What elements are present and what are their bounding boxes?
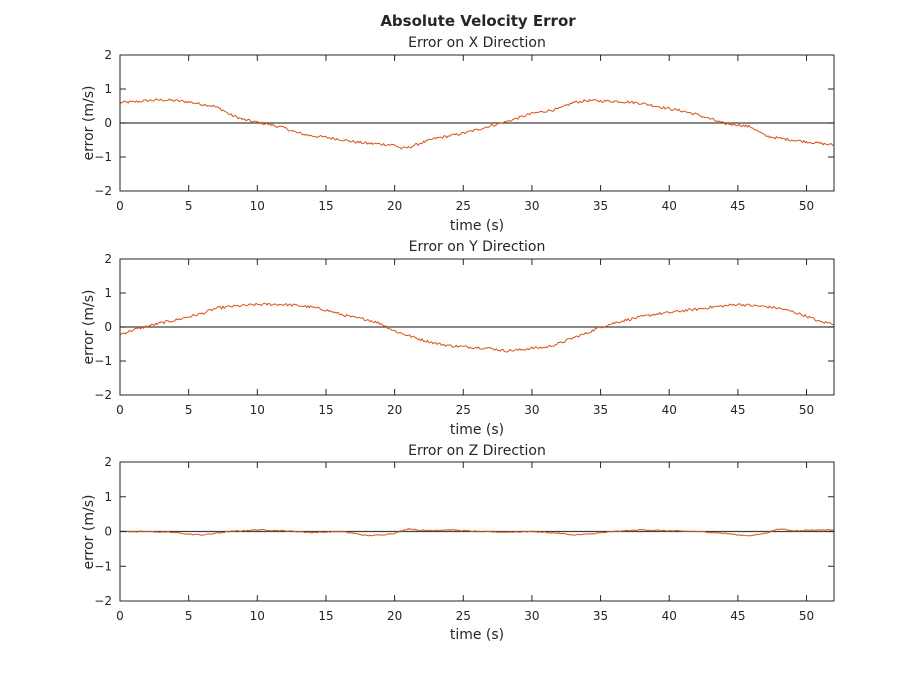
y-tick-label: −1 [94, 354, 112, 368]
x-tick-label: 25 [456, 609, 471, 623]
x-tick-label: 50 [799, 403, 814, 417]
x-tick-label: 40 [662, 199, 677, 213]
y-tick-label: 1 [104, 490, 112, 504]
y-axis-label: error (m/s) [81, 290, 97, 365]
x-tick-label: 20 [387, 199, 402, 213]
x-tick-label: 5 [185, 609, 193, 623]
x-tick-label: 0 [116, 609, 124, 623]
y-tick-label: 0 [104, 116, 112, 130]
x-tick-label: 10 [250, 199, 265, 213]
x-tick-label: 20 [387, 403, 402, 417]
x-tick-label: 5 [185, 199, 193, 213]
subplot-title: Error on X Direction [408, 35, 546, 51]
series-line [119, 98, 835, 150]
x-tick-label: 50 [799, 199, 814, 213]
x-tick-label: 50 [799, 609, 814, 623]
y-tick-label: −1 [94, 559, 112, 573]
y-tick-label: 0 [104, 320, 112, 334]
y-tick-label: 2 [104, 455, 112, 469]
x-tick-label: 10 [250, 403, 265, 417]
y-tick-label: −2 [94, 594, 112, 608]
x-tick-label: 35 [593, 609, 608, 623]
x-tick-label: 25 [456, 199, 471, 213]
y-tick-label: −1 [94, 150, 112, 164]
x-tick-label: 15 [318, 403, 333, 417]
x-tick-label: 45 [730, 609, 745, 623]
y-tick-label: 2 [104, 252, 112, 266]
x-tick-label: 15 [318, 199, 333, 213]
x-tick-label: 40 [662, 403, 677, 417]
series-line [119, 528, 835, 537]
y-tick-label: −2 [94, 388, 112, 402]
figure-title: Absolute Velocity Error [380, 12, 576, 30]
y-axis-label: error (m/s) [81, 495, 97, 570]
x-tick-label: 35 [593, 199, 608, 213]
x-tick-label: 25 [456, 403, 471, 417]
x-tick-label: 30 [524, 199, 539, 213]
x-tick-label: 0 [116, 199, 124, 213]
x-tick-label: 15 [318, 609, 333, 623]
subplot-y-direction: Error on Y Direction time (s) error (m/s… [81, 239, 835, 438]
x-tick-label: 45 [730, 199, 745, 213]
y-tick-label: 1 [104, 286, 112, 300]
subplot-x-direction: Error on X Direction time (s) error (m/s… [81, 35, 835, 234]
x-axis-label: time (s) [450, 627, 504, 643]
x-tick-label: 5 [185, 403, 193, 417]
series-line [119, 302, 835, 353]
x-tick-label: 40 [662, 609, 677, 623]
x-axis-label: time (s) [450, 218, 504, 234]
x-tick-label: 45 [730, 403, 745, 417]
x-tick-label: 20 [387, 609, 402, 623]
y-tick-label: 0 [104, 525, 112, 539]
x-tick-label: 35 [593, 403, 608, 417]
subplot-title: Error on Z Direction [408, 443, 546, 459]
x-tick-label: 30 [524, 609, 539, 623]
x-axis-label: time (s) [450, 422, 504, 438]
x-tick-label: 10 [250, 609, 265, 623]
x-tick-label: 0 [116, 403, 124, 417]
y-tick-label: 1 [104, 82, 112, 96]
y-tick-label: −2 [94, 184, 112, 198]
y-tick-label: 2 [104, 48, 112, 62]
subplot-title: Error on Y Direction [409, 239, 546, 255]
subplot-z-direction: Error on Z Direction time (s) error (m/s… [81, 443, 835, 643]
y-axis-label: error (m/s) [81, 86, 97, 161]
x-tick-label: 30 [524, 403, 539, 417]
